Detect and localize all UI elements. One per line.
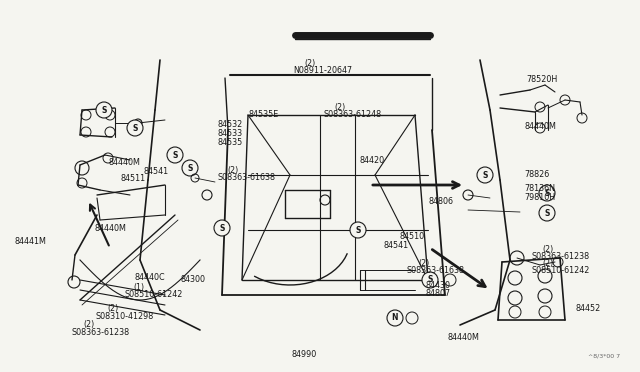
Text: 84532: 84532	[218, 120, 243, 129]
Text: 84440M: 84440M	[95, 224, 127, 232]
Text: (2): (2)	[227, 166, 239, 174]
Text: 84807: 84807	[426, 289, 451, 298]
Text: S: S	[355, 225, 361, 234]
Text: S: S	[544, 208, 550, 218]
Text: S08363-61638: S08363-61638	[218, 173, 276, 182]
Text: 84511: 84511	[120, 174, 145, 183]
Text: S: S	[220, 224, 225, 232]
Circle shape	[182, 160, 198, 176]
Text: 84440M: 84440M	[525, 122, 557, 131]
Text: N08911-20647: N08911-20647	[293, 66, 352, 75]
Text: S: S	[428, 276, 433, 285]
Text: 84541: 84541	[384, 241, 409, 250]
Circle shape	[387, 310, 403, 326]
Text: (2): (2)	[335, 103, 346, 112]
Text: ^8/3*00 7: ^8/3*00 7	[588, 353, 620, 358]
Text: 84420: 84420	[360, 156, 385, 165]
Text: (2): (2)	[418, 259, 429, 268]
Circle shape	[214, 220, 230, 236]
Text: S08310-41298: S08310-41298	[96, 312, 154, 321]
Text: 84440M: 84440M	[109, 158, 141, 167]
Text: S08363-61638: S08363-61638	[406, 266, 465, 275]
Text: 79810H: 79810H	[525, 193, 556, 202]
Text: 78520H: 78520H	[526, 76, 557, 84]
Text: (1): (1)	[133, 283, 144, 292]
Circle shape	[96, 102, 112, 118]
Text: 84430: 84430	[426, 281, 451, 290]
Circle shape	[350, 222, 366, 238]
Text: 84440C: 84440C	[134, 273, 165, 282]
Circle shape	[127, 120, 143, 136]
Circle shape	[477, 167, 493, 183]
Text: S: S	[483, 170, 488, 180]
Text: 84510: 84510	[400, 232, 425, 241]
Text: 84990: 84990	[291, 350, 316, 359]
Text: 84535E: 84535E	[248, 110, 278, 119]
Text: 84535: 84535	[218, 138, 243, 147]
Text: (2): (2)	[543, 245, 554, 254]
Text: (2): (2)	[304, 59, 316, 68]
Text: 84806: 84806	[429, 198, 454, 206]
Text: S: S	[101, 106, 107, 115]
Text: 78136N: 78136N	[525, 184, 556, 193]
Text: S08510-61242: S08510-61242	[531, 266, 589, 275]
Text: S08363-61238: S08363-61238	[72, 328, 130, 337]
Text: S: S	[172, 151, 178, 160]
Text: 84541: 84541	[144, 167, 169, 176]
Text: (2): (2)	[108, 304, 119, 313]
Text: 84300: 84300	[180, 275, 205, 283]
Text: S08363-61248: S08363-61248	[323, 110, 381, 119]
Text: (2): (2)	[543, 259, 554, 268]
Circle shape	[539, 205, 555, 221]
Circle shape	[539, 185, 555, 201]
Text: S: S	[544, 189, 550, 198]
Text: (2): (2)	[83, 320, 95, 329]
Text: S08510-61242: S08510-61242	[125, 290, 183, 299]
Text: S08363-61238: S08363-61238	[531, 252, 589, 261]
Text: 78826: 78826	[525, 170, 550, 179]
Circle shape	[167, 147, 183, 163]
Text: 84533: 84533	[218, 129, 243, 138]
Text: 84440M: 84440M	[448, 333, 480, 342]
Text: 84452: 84452	[576, 304, 601, 312]
Text: S: S	[132, 124, 138, 132]
Text: N: N	[392, 314, 398, 323]
Circle shape	[422, 272, 438, 288]
Text: 84441M: 84441M	[14, 237, 46, 246]
Text: S: S	[188, 164, 193, 173]
